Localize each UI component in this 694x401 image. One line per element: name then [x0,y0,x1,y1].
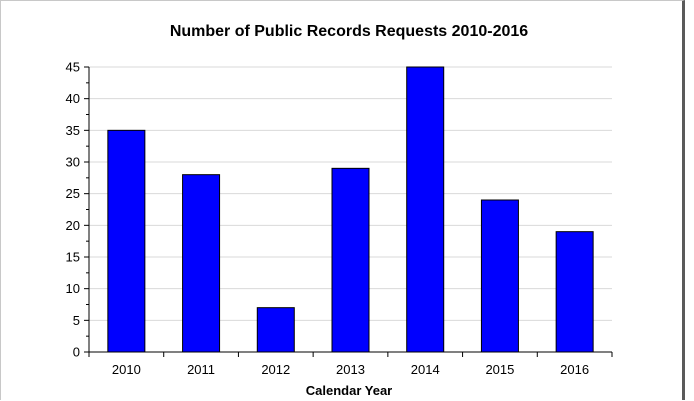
x-axis-title: Calendar Year [306,383,392,398]
y-tick-label: 45 [66,60,80,75]
y-tick-label: 20 [66,218,80,233]
axes [84,66,613,357]
y-tick-label: 40 [66,91,80,106]
x-tick-label: 2011 [187,362,215,377]
x-tick-label: 2014 [411,362,440,377]
x-tick-labels: 2010 2011 2012 2013 2014 2015 2016 [112,362,589,377]
y-tick-label: 35 [66,123,80,138]
x-tick-label: 2010 [112,362,141,377]
bar-2014 [406,66,445,353]
bar-2012 [256,307,295,353]
y-tick-label: 5 [73,313,80,328]
x-tick-label: 2013 [336,362,365,377]
y-tick-labels: 0 5 10 15 20 25 30 35 40 45 [66,60,80,360]
y-tick-label: 0 [73,345,80,360]
y-tick-label: 30 [66,155,80,170]
y-tick-label: 10 [66,281,80,296]
bars [107,66,594,353]
bar-2010 [107,129,146,353]
y-tick-label: 25 [66,186,80,201]
bar-2015 [480,199,519,353]
bar-2011 [182,174,221,353]
x-tick-label: 2016 [560,362,589,377]
x-tick-label: 2015 [485,362,514,377]
chart-title: Number of Public Records Requests 2010-2… [170,23,528,40]
bar-2016 [555,231,594,353]
bar-2013 [331,167,370,353]
y-tick-label: 15 [66,250,80,265]
x-tick-label: 2012 [261,362,290,377]
